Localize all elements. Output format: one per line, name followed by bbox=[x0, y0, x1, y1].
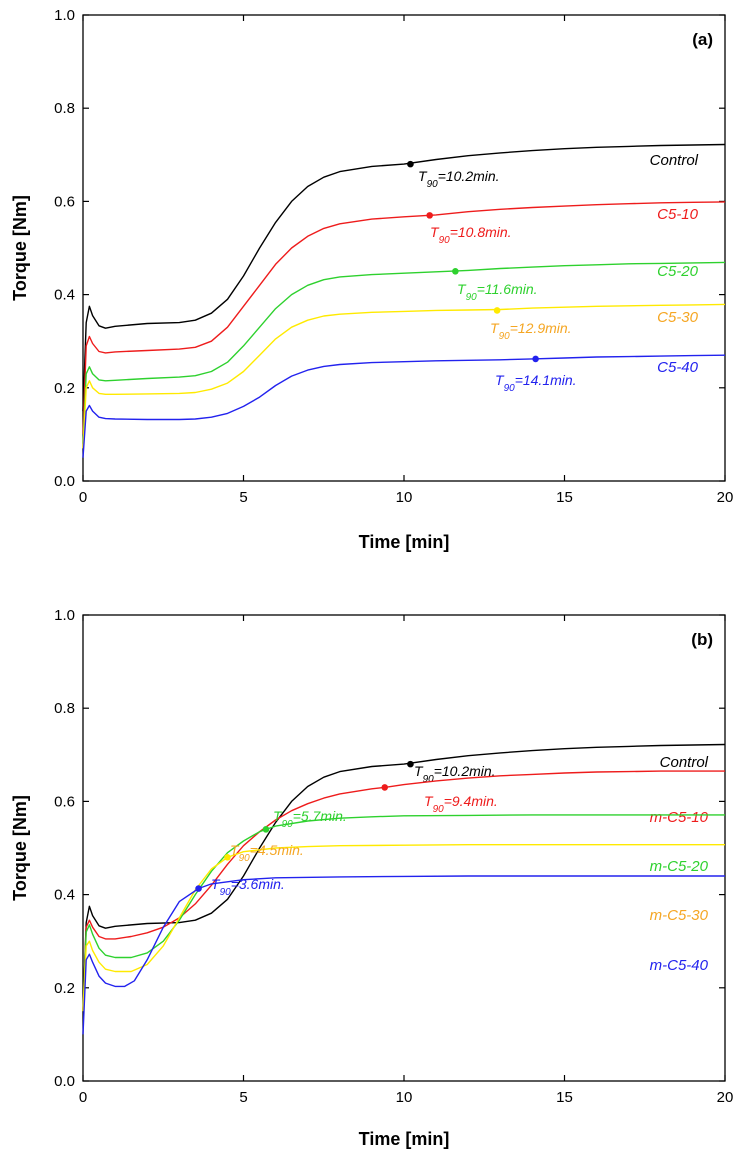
t90-marker-m-c5-40 bbox=[195, 885, 202, 892]
series-line-c5-30 bbox=[82, 303, 726, 449]
series-label-m-c5-40: m-C5-40 bbox=[650, 957, 709, 974]
series-label-m-c5-10: m-C5-10 bbox=[650, 809, 709, 826]
x-tick-label: 5 bbox=[239, 489, 247, 506]
t90-marker-m-c5-10 bbox=[381, 784, 389, 791]
x-tick-label: 15 bbox=[556, 1089, 573, 1106]
x-tick-label: 0 bbox=[79, 1089, 87, 1106]
series-line-c5-10 bbox=[82, 201, 726, 435]
y-tick-label: 0.0 bbox=[54, 1073, 75, 1090]
series-label-c5-20: C5-20 bbox=[657, 263, 699, 280]
t90-label-c5-30: T90=12.9min. bbox=[490, 320, 572, 342]
y-tick-label: 0.4 bbox=[54, 287, 75, 304]
t90-label-m-c5-40: T90=3.6min. bbox=[211, 876, 285, 898]
series-label-c5-30: C5-30 bbox=[657, 309, 699, 326]
series-label-control: Control bbox=[660, 754, 709, 771]
x-axis-label: Time [min] bbox=[359, 1129, 450, 1149]
chart-panel-b: 0 5 10 15 20 0.0 0.2 0.4 0.6 0.8 1.0 Time [min] Torq… bbox=[10, 607, 733, 1149]
t90-marker-control bbox=[407, 160, 414, 168]
series-line-control bbox=[82, 143, 726, 412]
series-label-m-c5-30: m-C5-30 bbox=[650, 907, 709, 924]
t90-marker-control bbox=[407, 760, 414, 768]
y-tick-label: 0.6 bbox=[54, 193, 75, 210]
series-line-m-c5-10 bbox=[82, 770, 725, 1012]
series-line-m-c5-40 bbox=[82, 875, 725, 1035]
series-label-control: Control bbox=[650, 152, 699, 169]
y-tick-label: 0.2 bbox=[54, 380, 75, 397]
chart-panel-a: 0 5 10 15 20 0.0 0.2 0.4 0.6 0.8 1.0 Time [min] Torq… bbox=[10, 7, 733, 552]
t90-marker-c5-10 bbox=[426, 212, 433, 219]
x-tick-label: 15 bbox=[556, 489, 573, 506]
panel-label: (a) bbox=[692, 30, 713, 49]
x-tick-label: 20 bbox=[717, 489, 734, 506]
t90-label-control: T90=10.2min. bbox=[418, 168, 500, 190]
y-tick-label: 0.2 bbox=[54, 980, 75, 997]
x-axis-label: Time [min] bbox=[359, 532, 450, 552]
x-tick-label: 10 bbox=[396, 489, 413, 506]
series-label-m-c5-20: m-C5-20 bbox=[650, 858, 709, 875]
panel-label: (b) bbox=[691, 630, 713, 649]
t90-label-control: T90=10.2min. bbox=[414, 763, 496, 785]
t90-label-c5-20: T90=11.6min. bbox=[457, 281, 538, 303]
t90-marker-c5-20 bbox=[452, 268, 459, 275]
x-tick-label: 20 bbox=[717, 1089, 734, 1106]
x-tick-label: 0 bbox=[79, 489, 87, 506]
t90-label-m-c5-30: T90=4.5min. bbox=[230, 842, 304, 864]
y-tick-label: 1.0 bbox=[54, 607, 75, 624]
series-line-m-c5-30 bbox=[82, 844, 725, 1012]
plot-frame bbox=[82, 614, 726, 1082]
x-tick-label: 10 bbox=[396, 1089, 413, 1106]
series-line-c5-20 bbox=[82, 261, 726, 444]
t90-marker-c5-40 bbox=[532, 355, 539, 363]
x-tick-label: 5 bbox=[239, 1089, 247, 1106]
series-line-m-c5-20 bbox=[82, 814, 725, 1012]
y-tick-label: 0.4 bbox=[54, 887, 75, 904]
t90-marker-m-c5-30 bbox=[224, 854, 231, 861]
y-tick-label: 0.8 bbox=[54, 700, 75, 717]
y-tick-label: 0.8 bbox=[54, 100, 75, 117]
t90-label-m-c5-10: T90=9.4min. bbox=[424, 793, 498, 815]
y-tick-label: 0.0 bbox=[54, 473, 75, 490]
series-line-c5-40 bbox=[82, 354, 726, 458]
series-label-c5-10: C5-10 bbox=[657, 206, 699, 223]
t90-marker-c5-30 bbox=[493, 307, 501, 314]
t90-label-c5-10: T90=10.8min. bbox=[430, 224, 512, 246]
y-axis-label: Torque [Nm] bbox=[10, 795, 30, 901]
plot-frame bbox=[82, 14, 726, 482]
t90-label-m-c5-20: T90=5.7min. bbox=[273, 808, 347, 830]
series-line-control bbox=[82, 743, 726, 1012]
series-label-c5-40: C5-40 bbox=[657, 359, 699, 376]
y-tick-label: 1.0 bbox=[54, 7, 75, 24]
t90-label-c5-40: T90=14.1min. bbox=[495, 372, 577, 394]
y-axis-label: Torque [Nm] bbox=[10, 195, 30, 301]
t90-marker-m-c5-20 bbox=[262, 826, 270, 833]
y-tick-label: 0.6 bbox=[54, 793, 75, 810]
